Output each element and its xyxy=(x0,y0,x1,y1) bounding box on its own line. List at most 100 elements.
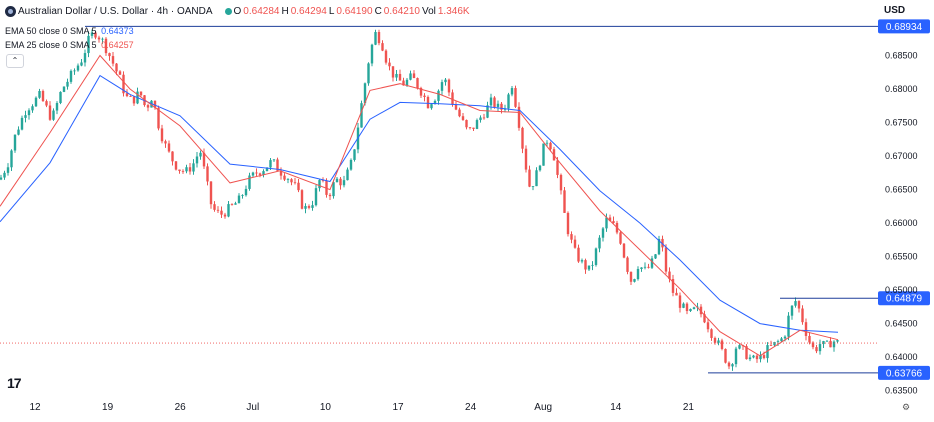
candle-body xyxy=(101,38,104,40)
chevron-up-icon: ⌃ xyxy=(11,56,19,65)
candle-body xyxy=(332,182,335,197)
candle-body xyxy=(563,190,566,213)
candle-body xyxy=(174,161,178,170)
candle-body xyxy=(216,209,220,211)
candle-body xyxy=(402,80,405,86)
candle-body xyxy=(199,152,202,157)
symbol-title[interactable]: Australian Dollar / U.S. Dollar · 4h · O… xyxy=(18,6,213,17)
candle-body xyxy=(433,100,437,105)
candle-body xyxy=(318,180,321,189)
candle-body xyxy=(825,340,829,342)
candle-body xyxy=(461,116,465,120)
x-tick-label: 24 xyxy=(465,402,477,413)
candle-body xyxy=(164,141,167,144)
price-axis[interactable]: 0.68500 0.68000 0.67500 0.67000 0.66500 0.660… xyxy=(885,51,918,396)
candle-body xyxy=(759,355,762,360)
tradingview-logo-icon[interactable]: 17 xyxy=(7,375,22,391)
ema25-legend[interactable]: EMA 25 close 0 SMA 5 0.64257 xyxy=(5,40,136,50)
level-label: 0.63766 xyxy=(886,368,923,379)
ema25-line xyxy=(0,54,839,357)
y-tick-label: 0.67000 xyxy=(885,151,918,161)
candle-body xyxy=(566,212,570,235)
candle-body xyxy=(384,50,388,63)
candle-body xyxy=(248,175,251,189)
candle-body xyxy=(52,110,55,120)
candle-body xyxy=(346,169,349,181)
horizontal-levels[interactable]: 0.68934 0.64879 0.63766 xyxy=(0,19,930,380)
candle-body xyxy=(258,173,262,175)
candle-body xyxy=(104,38,108,54)
candle-body xyxy=(636,268,640,280)
candle-body xyxy=(790,305,794,316)
candle-body xyxy=(440,82,444,91)
candle-body xyxy=(773,342,776,346)
candle-body xyxy=(304,206,307,209)
candle-body xyxy=(297,182,300,191)
y-tick-label: 0.66000 xyxy=(885,218,918,228)
time-axis[interactable]: 12 19 26 Jul 10 17 24 Aug 14 21 xyxy=(29,402,694,413)
candle-body xyxy=(269,160,272,168)
candle-body xyxy=(0,177,3,180)
candle-body xyxy=(87,35,90,54)
candle-body xyxy=(489,97,493,106)
candle-body xyxy=(55,103,59,111)
candle-body xyxy=(34,97,38,107)
candle-body xyxy=(458,109,461,117)
candle-body xyxy=(115,63,118,72)
currency-selector[interactable]: USD xyxy=(884,5,906,16)
candle-body xyxy=(514,88,517,107)
candle-body xyxy=(472,127,475,129)
candle-body xyxy=(608,217,612,222)
candle-body xyxy=(234,203,237,205)
candle-body xyxy=(675,292,678,296)
candle-body xyxy=(45,101,48,106)
candle-body xyxy=(601,228,605,238)
candle-body xyxy=(97,37,101,40)
candle-body xyxy=(535,170,538,187)
candle-body xyxy=(66,81,69,87)
candle-body xyxy=(139,91,143,96)
candle-body xyxy=(108,53,111,57)
ema25-value: 0.64257 xyxy=(101,40,134,50)
x-tick-label: Aug xyxy=(534,402,552,413)
candle-body xyxy=(769,345,773,346)
candle-body xyxy=(178,169,181,171)
candle-body xyxy=(202,152,206,167)
gear-icon[interactable]: ⚙ xyxy=(902,402,911,412)
candle-body xyxy=(146,105,150,108)
candle-body xyxy=(153,100,157,108)
volume-key: Vol xyxy=(421,6,436,17)
candle-body xyxy=(122,74,125,94)
candle-body xyxy=(160,128,164,142)
candle-body xyxy=(752,355,755,358)
candle-body xyxy=(167,143,171,152)
candle-body xyxy=(111,56,115,64)
x-tick-label: Jul xyxy=(246,402,259,413)
x-tick-label: 26 xyxy=(175,402,187,413)
candle-body xyxy=(416,78,419,88)
ema50-line xyxy=(0,74,839,333)
x-tick-label: 21 xyxy=(683,402,695,413)
candle-body xyxy=(598,237,601,249)
candle-body xyxy=(619,232,622,244)
candle-body xyxy=(664,247,668,272)
collapse-legend-button[interactable]: ⌃ xyxy=(6,54,24,68)
candle-body xyxy=(720,340,724,349)
candle-body xyxy=(300,190,304,209)
candle-body xyxy=(237,195,241,204)
candle-body xyxy=(622,243,626,258)
candle-body xyxy=(706,322,710,330)
candlestick-series xyxy=(0,29,839,371)
y-tick-label: 0.63500 xyxy=(885,386,918,396)
ema25-label: EMA 25 close 0 SMA 5 xyxy=(5,40,97,50)
ema50-legend[interactable]: EMA 50 close 0 SMA 5 0.64373 xyxy=(5,26,136,36)
candle-body xyxy=(703,314,706,323)
candle-body xyxy=(353,149,356,160)
candle-body xyxy=(314,188,318,206)
candle-body xyxy=(195,156,199,164)
candle-body xyxy=(822,341,825,345)
candle-body xyxy=(780,338,783,342)
candle-body xyxy=(654,254,657,259)
candle-body xyxy=(640,267,643,269)
